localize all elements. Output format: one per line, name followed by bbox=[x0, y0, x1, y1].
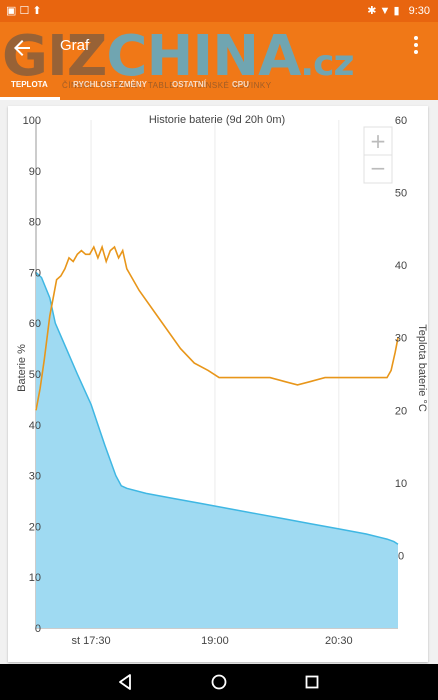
active-tab-indicator bbox=[0, 97, 60, 100]
y-left-tick-label: 80 bbox=[29, 217, 41, 229]
home-nav-icon[interactable] bbox=[207, 670, 231, 694]
status-bar: ▣ ☐ ⬆ ✱ ▼ ▮ 9:30 bbox=[0, 0, 438, 22]
back-arrow-icon[interactable] bbox=[10, 36, 34, 60]
tab-bar: TEPLOTA RYCHLOST ZMĚNY OSTATNÍ CPU bbox=[0, 76, 438, 100]
y-left-tick-label: 70 bbox=[29, 267, 41, 279]
y-left-tick-label: 0 bbox=[35, 623, 41, 635]
y-left-tick-label: 50 bbox=[29, 369, 41, 381]
y-right-tick-label: 50 bbox=[395, 188, 407, 200]
y-left-tick-label: 10 bbox=[29, 572, 41, 584]
system-icons: ✱ ▼ ▮ 9:30 bbox=[367, 4, 430, 17]
overflow-menu-icon[interactable] bbox=[412, 34, 420, 56]
y-left-tick-label: 100 bbox=[23, 115, 41, 127]
y-right-tick-label: 40 bbox=[395, 260, 407, 272]
wifi-icon: ▼ bbox=[379, 5, 391, 17]
bluetooth-icon: ✱ bbox=[367, 5, 377, 17]
battery-history-chart[interactable]: st 17:30 19:00 20:301009080706050403020100… bbox=[8, 106, 428, 662]
y-left-tick-label: 40 bbox=[29, 420, 41, 432]
gizchina-watermark-logo: GIZCHINA.cz bbox=[2, 24, 354, 89]
y-right-tick-label: 60 bbox=[395, 115, 407, 127]
tab-cpu[interactable]: CPU bbox=[232, 80, 249, 89]
y-left-tick-label: 20 bbox=[29, 521, 41, 533]
y-left-tick-label: 30 bbox=[29, 471, 41, 483]
x-tick-label: 19:00 bbox=[201, 635, 229, 647]
y-right-tick-label: 0 bbox=[398, 550, 404, 562]
y-left-tick-label: 90 bbox=[29, 166, 41, 178]
y-right-tick-label: 20 bbox=[395, 405, 407, 417]
zoom-out-button[interactable]: − bbox=[363, 154, 393, 184]
chart-card: st 17:30 19:00 20:30 100 90 80 70 60 50 40 30 20 10 0… bbox=[8, 106, 428, 662]
tab-ostatni[interactable]: OSTATNÍ bbox=[172, 80, 206, 89]
app-bar: GIZCHINA.cz ČÍNSKÉ TELEFONY, TABLETY A Č… bbox=[0, 22, 438, 100]
tab-rychlost-zmeny[interactable]: RYCHLOST ZMĚNY bbox=[73, 80, 147, 89]
battery-line bbox=[35, 271, 399, 545]
x-tick-label: 20:30 bbox=[325, 635, 353, 647]
y-left-tick-label: 60 bbox=[29, 318, 41, 330]
zoom-out-label: − bbox=[370, 156, 387, 180]
y-axis-right-label: Teplota baterie °C bbox=[416, 324, 428, 412]
battery-icon: ▮ bbox=[393, 5, 400, 17]
status-time: 9:30 bbox=[408, 5, 430, 17]
zoom-in-button[interactable]: + bbox=[363, 126, 393, 156]
recents-nav-icon[interactable] bbox=[300, 670, 324, 694]
back-nav-icon[interactable] bbox=[113, 670, 137, 694]
battery-area bbox=[36, 272, 398, 628]
zoom-in-label: + bbox=[370, 129, 387, 153]
watermark-tagline: ČÍNSKÉ TELEFONY, TABLETY A ČÍNSKÉ NOVINK… bbox=[62, 81, 272, 90]
x-tick-label: st 17:30 bbox=[71, 635, 110, 647]
navigation-bar bbox=[0, 664, 438, 700]
chart-title: Historie baterie (9d 20h 0m) bbox=[149, 114, 285, 126]
y-right-tick-label: 10 bbox=[395, 478, 407, 490]
temperature-line bbox=[35, 244, 399, 411]
tab-teplota[interactable]: TEPLOTA bbox=[11, 80, 48, 89]
y-right-tick-label: 30 bbox=[395, 333, 407, 345]
notification-icons: ▣ ☐ ⬆ bbox=[6, 5, 42, 17]
y-axis-left-label: Baterie % bbox=[16, 344, 28, 392]
page-title: Graf bbox=[60, 37, 90, 54]
